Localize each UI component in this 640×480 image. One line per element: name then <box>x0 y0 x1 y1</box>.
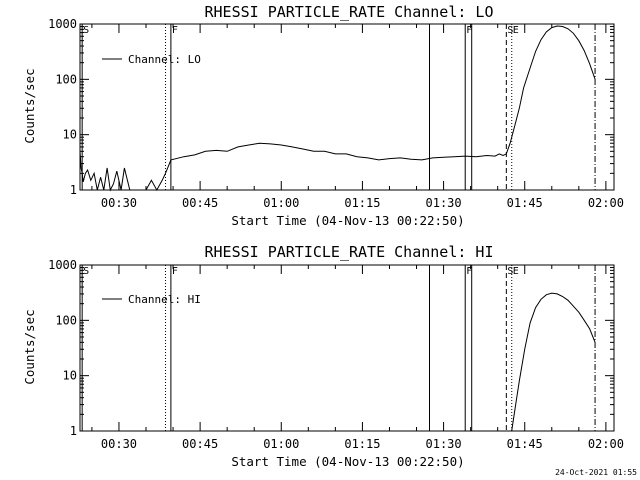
x-tick-label: 01:45 <box>507 196 543 210</box>
axes: 1 10 100 1000 00:30 00:45 01:00 01:15 01:30 01:45… <box>48 258 624 451</box>
x-tick-label: 01:45 <box>507 437 543 451</box>
x-tick-label: 01:30 <box>426 196 462 210</box>
x-tick-label: 00:30 <box>101 196 137 210</box>
series-line <box>511 292 596 432</box>
series-line <box>79 25 596 192</box>
event-marker-label: E <box>513 266 519 277</box>
x-tick-label: 00:30 <box>101 437 137 451</box>
legend-label: Channel: HI <box>128 293 201 306</box>
chart-title: RHESSI PARTICLE_RATE Channel: HI <box>205 243 494 261</box>
event-marker-label: F <box>466 266 472 277</box>
event-marker-label: F <box>466 25 472 36</box>
y-tick-label: 10 <box>63 369 77 383</box>
chart-title: RHESSI PARTICLE_RATE Channel: LO <box>205 3 494 21</box>
event-marker-label: F <box>172 25 178 36</box>
legend: Channel: HI <box>102 293 201 306</box>
event-marker-label: S <box>507 25 513 36</box>
chart-panel-lo: RHESSI PARTICLE_RATE Channel: LO Start T… <box>22 3 624 228</box>
y-tick-label: 1 <box>70 183 77 197</box>
x-tick-label: 02:00 <box>588 437 624 451</box>
event-marker-label: S <box>83 25 89 36</box>
y-axis-label: Counts/sec <box>22 309 37 384</box>
x-tick-label: 01:30 <box>426 437 462 451</box>
data-series <box>79 25 596 192</box>
x-tick-label: 01:00 <box>263 437 299 451</box>
plot-frame <box>79 23 615 191</box>
x-axis-label: Start Time (04-Nov-13 00:22:50) <box>231 213 464 228</box>
x-tick-label: 01:15 <box>344 196 380 210</box>
legend: Channel: LO <box>102 53 201 66</box>
y-tick-label: 1 <box>70 424 77 438</box>
y-tick-label: 1000 <box>48 258 77 272</box>
x-tick-label: 02:00 <box>588 196 624 210</box>
data-series <box>511 292 596 432</box>
chart-panel-hi: RHESSI PARTICLE_RATE Channel: HI Start T… <box>22 243 624 469</box>
x-axis-label: Start Time (04-Nov-13 00:22:50) <box>231 454 464 469</box>
axes: 1 10 100 1000 00:30 00:45 01:00 01:15 01:30 01:45… <box>48 17 624 210</box>
x-tick-label: 00:45 <box>182 196 218 210</box>
legend-label: Channel: LO <box>128 53 201 66</box>
event-marker-label: S <box>83 266 89 277</box>
event-marker-label: F <box>172 266 178 277</box>
footer-timestamp: 24-Oct-2021 01:55 <box>555 468 637 477</box>
x-tick-label: 01:15 <box>344 437 380 451</box>
y-tick-label: 100 <box>55 313 77 327</box>
plot-frame <box>79 264 615 432</box>
y-tick-label: 10 <box>63 128 77 142</box>
y-tick-label: 1000 <box>48 17 77 31</box>
x-tick-label: 00:45 <box>182 437 218 451</box>
event-marker-label: S <box>507 266 513 277</box>
event-marker-label: E <box>513 25 519 36</box>
x-tick-label: 01:00 <box>263 196 299 210</box>
y-axis-label: Counts/sec <box>22 68 37 143</box>
y-tick-label: 100 <box>55 72 77 86</box>
